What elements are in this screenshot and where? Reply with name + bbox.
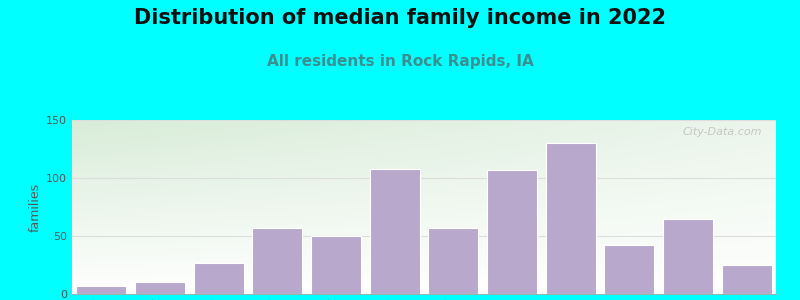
Bar [77, 286, 126, 294]
Bar [487, 170, 537, 294]
Bar [605, 245, 654, 294]
Text: All residents in Rock Rapids, IA: All residents in Rock Rapids, IA [266, 54, 534, 69]
Text: City-Data.com: City-Data.com [682, 127, 762, 137]
Bar [135, 282, 185, 294]
Bar [253, 228, 302, 294]
Bar [663, 219, 713, 294]
Y-axis label: families: families [29, 182, 42, 232]
Bar [311, 236, 361, 294]
Bar [194, 263, 243, 294]
Bar [546, 143, 595, 294]
Bar [429, 228, 478, 294]
Text: Distribution of median family income in 2022: Distribution of median family income in … [134, 8, 666, 28]
Bar [722, 265, 771, 294]
Bar [370, 169, 419, 294]
